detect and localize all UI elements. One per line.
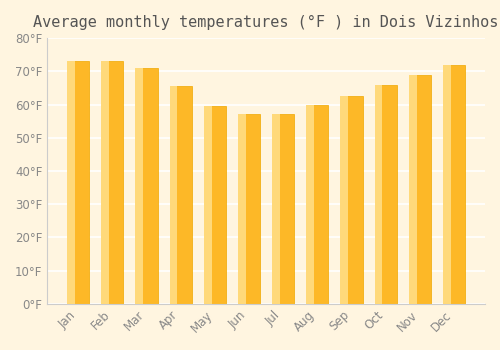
- Bar: [374, 85, 397, 304]
- Bar: [136, 68, 158, 304]
- Bar: [443, 65, 450, 304]
- Bar: [408, 75, 416, 304]
- Bar: [238, 114, 246, 304]
- Bar: [306, 105, 314, 304]
- Bar: [340, 96, 348, 304]
- Bar: [136, 68, 143, 304]
- Bar: [272, 114, 280, 304]
- Bar: [306, 105, 328, 304]
- Bar: [102, 61, 124, 304]
- Bar: [67, 61, 90, 304]
- Bar: [408, 75, 431, 304]
- Bar: [238, 114, 260, 304]
- Bar: [272, 114, 294, 304]
- Bar: [170, 86, 192, 304]
- Bar: [102, 61, 109, 304]
- Bar: [67, 61, 75, 304]
- Title: Average monthly temperatures (°F ) in Dois Vizinhos: Average monthly temperatures (°F ) in Do…: [34, 15, 499, 30]
- Bar: [204, 106, 212, 304]
- Bar: [374, 85, 382, 304]
- Bar: [443, 65, 465, 304]
- Bar: [170, 86, 177, 304]
- Bar: [204, 106, 226, 304]
- Bar: [340, 96, 362, 304]
